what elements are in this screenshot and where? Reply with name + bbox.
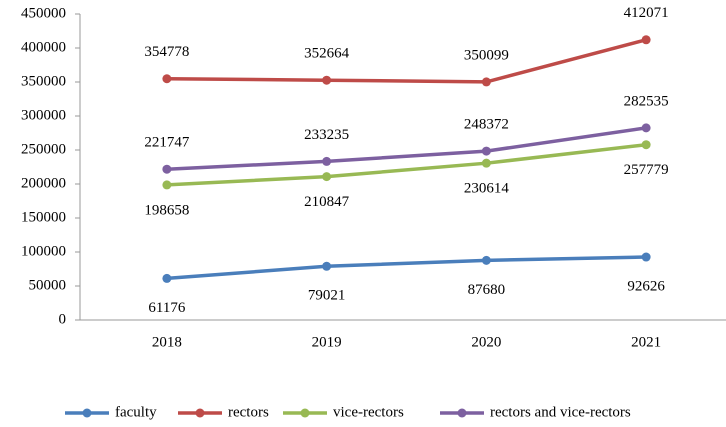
data-label: 210847 (304, 194, 350, 210)
x-tick-label: 2019 (312, 334, 342, 350)
data-label: 198658 (144, 202, 189, 218)
data-label: 92626 (627, 278, 665, 294)
data-label: 257779 (624, 162, 669, 178)
legend-label: vice-rectors (333, 404, 404, 420)
y-tick-label: 400000 (21, 39, 66, 55)
point (641, 123, 651, 133)
data-label: 230614 (464, 181, 510, 197)
point (481, 158, 491, 168)
data-label: 79021 (308, 288, 346, 304)
point (322, 172, 332, 182)
data-label: 354778 (144, 44, 189, 60)
point (641, 252, 651, 262)
legend-marker (457, 408, 467, 418)
y-tick-label: 150000 (21, 209, 66, 225)
point (322, 75, 332, 85)
y-tick-label: 350000 (21, 73, 66, 89)
series-line (166, 142, 647, 187)
data-label: 352664 (304, 46, 350, 62)
data-label: 412071 (624, 5, 669, 21)
point (162, 74, 172, 84)
y-tick-label: 50000 (29, 277, 67, 293)
data-label: 87680 (468, 282, 506, 298)
legend-label: faculty (115, 404, 157, 420)
legend-marker (82, 408, 92, 418)
point (641, 35, 651, 45)
point (322, 261, 332, 271)
y-tick-label: 250000 (21, 141, 66, 157)
x-tick-label: 2021 (631, 334, 661, 350)
point (162, 180, 172, 190)
data-label: 282535 (624, 93, 669, 109)
series-line (166, 255, 647, 281)
point (641, 140, 651, 150)
y-tick-label: 300000 (21, 107, 66, 123)
y-tick-label: 100000 (21, 243, 66, 259)
data-label: 221747 (144, 135, 190, 151)
series-line (166, 126, 647, 171)
y-tick-label: 200000 (21, 175, 66, 191)
data-label: 350099 (464, 47, 509, 63)
point (481, 146, 491, 156)
point (481, 77, 491, 87)
data-label: 61176 (148, 300, 185, 316)
point (481, 255, 491, 265)
point (322, 156, 332, 166)
point (162, 164, 172, 174)
series-line (166, 38, 647, 84)
legend-label: rectors and vice-rectors (490, 404, 631, 420)
x-tick-label: 2018 (152, 334, 182, 350)
y-tick-label: 450000 (21, 5, 66, 21)
y-tick-label: 0 (59, 311, 67, 327)
point (162, 273, 172, 283)
legend-label: rectors (228, 404, 269, 420)
data-label: 233235 (304, 127, 349, 143)
legend-marker (300, 408, 310, 418)
legend-marker (195, 408, 205, 418)
data-label: 248372 (464, 117, 509, 133)
x-tick-label: 2020 (471, 334, 501, 350)
